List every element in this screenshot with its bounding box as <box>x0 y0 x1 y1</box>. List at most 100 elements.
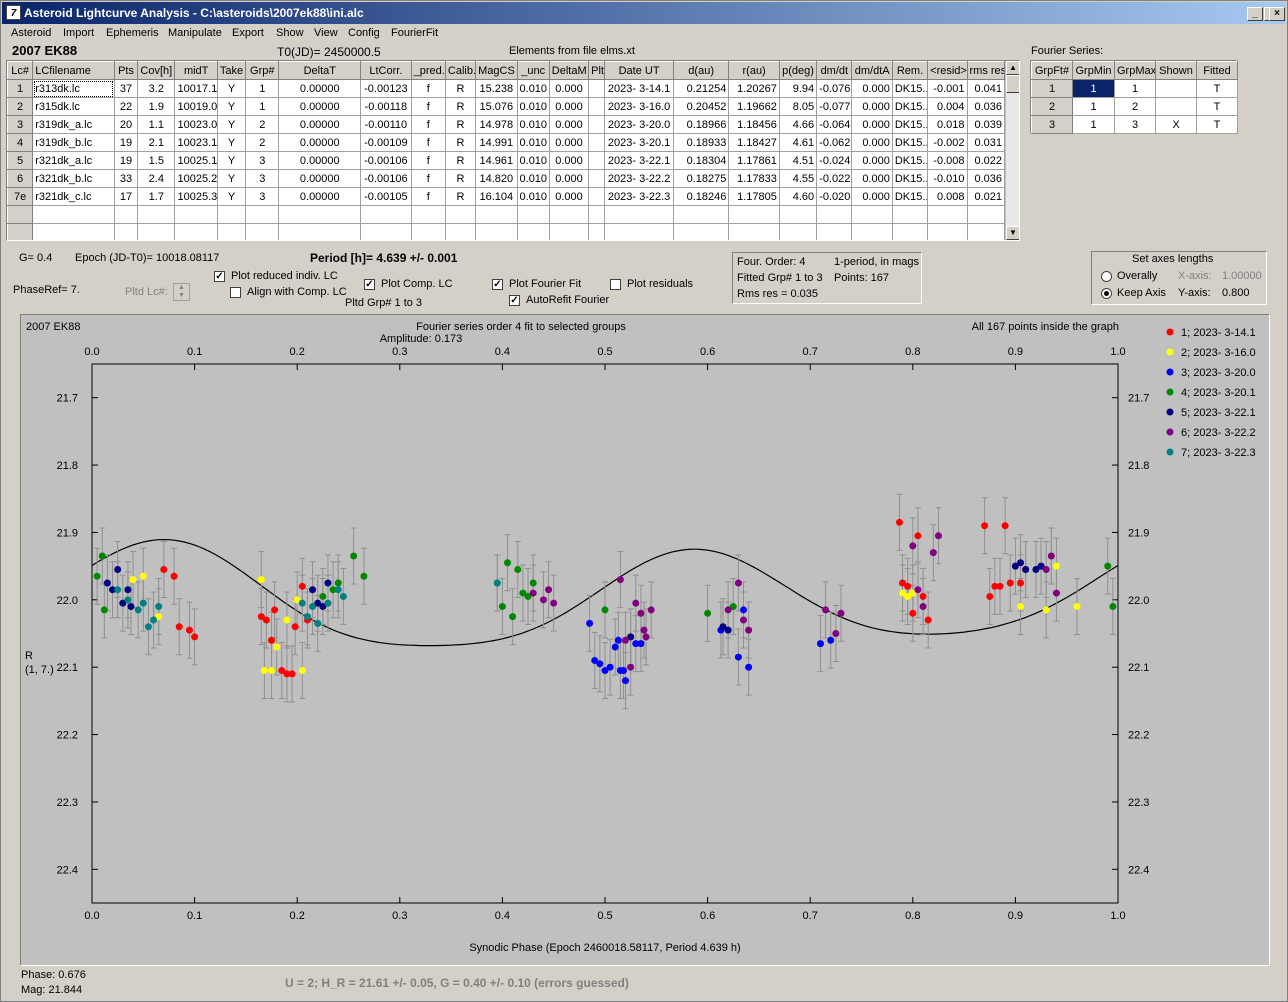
autorefit-checkbox[interactable]: ✓ <box>509 295 520 306</box>
table-cell[interactable] <box>174 223 218 240</box>
table-cell[interactable] <box>672 205 730 224</box>
table-cell[interactable]: 1 <box>245 97 280 116</box>
data-point[interactable] <box>816 640 824 648</box>
table-cell[interactable]: 0.00000 <box>278 115 362 134</box>
data-point[interactable] <box>298 667 306 675</box>
menu-view[interactable]: View <box>314 27 338 39</box>
table-cell[interactable]: 0.010 <box>516 79 550 98</box>
fourier-cell[interactable] <box>1155 79 1197 98</box>
column-header[interactable]: Calib. <box>444 61 477 80</box>
close-icon[interactable]: × <box>1269 7 1285 21</box>
table-cell[interactable]: 16.104 <box>475 187 518 206</box>
fourier-cell[interactable]: T <box>1196 97 1238 116</box>
table-cell[interactable] <box>728 223 780 240</box>
scroll-thumb[interactable] <box>1006 75 1019 93</box>
data-point[interactable] <box>319 592 327 600</box>
plot-reduced-checkbox[interactable]: ✓ <box>214 271 225 282</box>
table-cell[interactable]: 10025.3 <box>174 187 218 206</box>
data-point[interactable] <box>319 603 327 611</box>
data-point[interactable] <box>616 576 624 584</box>
empty-row[interactable] <box>7 223 1005 240</box>
table-cell[interactable]: 3 <box>245 187 280 206</box>
plot-fourier-checkbox[interactable]: ✓ <box>492 279 503 290</box>
data-point[interactable] <box>155 603 163 611</box>
data-point[interactable] <box>509 613 517 621</box>
menu-fourierfit[interactable]: FourierFit <box>391 27 439 39</box>
table-cell[interactable] <box>851 223 893 240</box>
data-point[interactable] <box>622 677 630 685</box>
data-point[interactable] <box>734 653 742 661</box>
table-cell[interactable]: -0.077 <box>816 97 853 116</box>
data-point[interactable] <box>822 606 830 614</box>
data-point[interactable] <box>1032 565 1040 573</box>
pltd-grp-label[interactable]: Pltd Grp# 1 to 3 <box>345 297 423 309</box>
table-cell[interactable]: Y <box>216 187 247 206</box>
table-cell[interactable]: 0.000 <box>548 97 590 116</box>
table-cell[interactable] <box>516 205 550 224</box>
data-point[interactable] <box>262 616 270 624</box>
data-point[interactable] <box>606 663 614 671</box>
table-cell[interactable]: 0.20452 <box>672 97 730 116</box>
row-header[interactable]: 2 <box>7 97 34 116</box>
table-cell[interactable] <box>604 223 674 240</box>
table-cell[interactable]: DK15... <box>891 187 929 206</box>
table-cell[interactable] <box>444 205 477 224</box>
minimize-icon[interactable]: _ <box>1247 7 1263 21</box>
table-cell[interactable] <box>588 205 606 224</box>
data-point[interactable] <box>832 630 840 637</box>
xaxis-value[interactable]: 1.00000 <box>1222 270 1262 282</box>
fourier-column-header[interactable]: GrpMin <box>1072 61 1115 80</box>
data-point[interactable] <box>119 599 127 607</box>
table-cell[interactable]: f <box>410 169 446 188</box>
table-cell[interactable]: -0.008 <box>927 151 968 170</box>
table-cell[interactable]: 0.000 <box>548 169 590 188</box>
data-point[interactable] <box>827 636 835 644</box>
table-cell[interactable]: 2023- 3-22.2 <box>604 169 674 188</box>
data-point[interactable] <box>257 613 265 621</box>
column-header[interactable]: DeltaT <box>278 61 362 80</box>
data-point[interactable] <box>493 579 501 587</box>
table-cell[interactable]: Y <box>216 169 247 188</box>
column-header[interactable]: LCfilename <box>32 61 115 80</box>
table-cell[interactable]: 8.05 <box>778 97 818 116</box>
table-cell[interactable]: f <box>410 79 446 98</box>
table-cell[interactable]: 10025.1 <box>174 151 218 170</box>
table-cell[interactable]: 1.9 <box>137 97 176 116</box>
data-point[interactable] <box>1042 565 1050 573</box>
fourier-column-header[interactable]: GrpMax <box>1114 61 1156 80</box>
table-cell[interactable] <box>32 223 115 240</box>
data-point[interactable] <box>134 606 142 614</box>
data-point[interactable] <box>339 592 347 600</box>
data-point[interactable] <box>632 640 640 648</box>
table-cell[interactable]: 1.19662 <box>728 97 780 116</box>
data-point[interactable] <box>124 586 132 594</box>
data-point[interactable] <box>637 640 645 648</box>
table-cell[interactable]: 0.18275 <box>672 169 730 188</box>
data-point[interactable] <box>260 667 268 675</box>
column-header[interactable]: _unc <box>516 61 550 80</box>
table-cell[interactable]: 22 <box>113 97 139 116</box>
data-point[interactable] <box>139 599 147 607</box>
table-cell[interactable]: 0.000 <box>851 79 893 98</box>
table-cell[interactable] <box>444 223 477 240</box>
data-point[interactable] <box>329 586 337 594</box>
row-header[interactable]: 7e <box>7 187 34 206</box>
column-header[interactable]: dm/dt <box>816 61 853 80</box>
table-cell[interactable]: 10017.1 <box>174 79 218 98</box>
table-cell[interactable]: 10023.1 <box>174 133 218 152</box>
table-cell[interactable]: 14.961 <box>475 151 518 170</box>
data-point[interactable] <box>740 616 748 624</box>
table-cell[interactable]: 14.978 <box>475 115 518 134</box>
table-cell[interactable]: 3 <box>245 169 280 188</box>
table-cell[interactable] <box>216 223 247 240</box>
table-cell[interactable] <box>778 223 818 240</box>
table-cell[interactable] <box>137 223 176 240</box>
row-header[interactable]: 1 <box>7 79 34 98</box>
table-cell[interactable]: 10023.0 <box>174 115 218 134</box>
table-cell[interactable]: 1.20267 <box>728 79 780 98</box>
align-comp-checkbox[interactable] <box>230 287 241 298</box>
table-cell[interactable]: 1.18456 <box>728 115 780 134</box>
pltd-lc-spinner[interactable]: ▲ ▼ <box>173 283 190 301</box>
table-cell[interactable]: -0.020 <box>816 187 853 206</box>
table-cell[interactable]: -0.064 <box>816 115 853 134</box>
